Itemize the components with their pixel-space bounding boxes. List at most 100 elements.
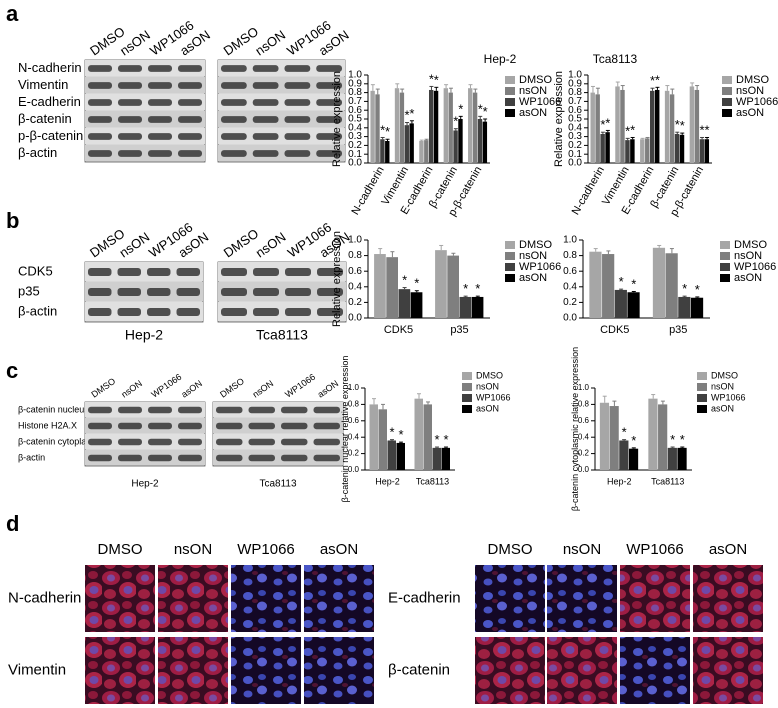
bar xyxy=(620,89,625,163)
band xyxy=(216,406,243,414)
y-tick-label: 1.0 xyxy=(348,70,362,81)
legend-label: nsON xyxy=(736,85,764,97)
y-axis-label: Relative expression xyxy=(553,71,565,167)
band xyxy=(178,65,202,72)
significance-mark: * xyxy=(434,432,439,447)
column-header: nsON xyxy=(563,541,601,558)
row-label: β-catenin xyxy=(18,111,72,126)
y-axis-label: β-catenin cytoplasmic relative expressio… xyxy=(570,347,580,511)
bar xyxy=(432,447,441,470)
legend-label: nsON xyxy=(711,381,734,391)
column-header: WP1066 xyxy=(237,541,295,558)
blot-strip xyxy=(218,128,345,144)
panel-label: b xyxy=(6,208,19,233)
bar xyxy=(378,409,387,470)
bar xyxy=(385,141,390,163)
band xyxy=(284,133,311,140)
bar xyxy=(674,133,680,163)
y-tick-label: 0.7 xyxy=(568,96,582,107)
legend-label: DMSO xyxy=(476,370,503,380)
y-tick-label: 0.0 xyxy=(348,465,360,474)
y-tick-label: 0.5 xyxy=(348,114,362,125)
bar xyxy=(398,289,411,318)
panel-label: d xyxy=(6,511,19,536)
band xyxy=(253,308,279,316)
band xyxy=(88,65,112,72)
band xyxy=(117,268,141,276)
blot-strip xyxy=(218,60,345,76)
blot-strip xyxy=(85,262,203,281)
lane-label: asON xyxy=(316,378,341,399)
bar xyxy=(599,402,610,470)
bar xyxy=(648,398,658,470)
y-tick-label: 0.4 xyxy=(563,281,577,292)
band xyxy=(117,288,141,296)
significance-mark: * xyxy=(409,106,414,121)
legend-swatch xyxy=(505,98,515,106)
band xyxy=(284,116,311,123)
bar xyxy=(645,138,650,163)
blot-strip xyxy=(218,111,345,127)
blot-strip xyxy=(218,145,345,161)
x-tick-label: Tca8113 xyxy=(416,476,449,486)
micrograph xyxy=(85,565,155,632)
band xyxy=(284,65,311,72)
bar xyxy=(386,257,398,318)
bar xyxy=(387,440,396,470)
row-label: p35 xyxy=(18,283,40,298)
significance-mark: * xyxy=(670,432,675,447)
band xyxy=(178,406,202,414)
lane-label: DMSO xyxy=(89,376,117,400)
row-label: β-catenin cytoplasm xyxy=(18,436,98,446)
y-tick-label: 0.6 xyxy=(348,105,362,116)
legend-swatch xyxy=(697,372,707,380)
band xyxy=(147,268,171,276)
band xyxy=(221,308,247,316)
y-tick-label: 0.2 xyxy=(563,297,577,308)
band xyxy=(252,116,279,123)
y-tick-label: 0.2 xyxy=(348,449,360,458)
legend-label: WP1066 xyxy=(734,261,776,273)
blot-strip xyxy=(85,434,205,449)
micrograph xyxy=(158,565,228,632)
legend-label: nsON xyxy=(519,85,547,97)
legend-label: WP1066 xyxy=(519,96,561,108)
y-tick-label: 0.7 xyxy=(348,96,362,107)
legend-swatch xyxy=(462,383,472,391)
significance-mark: * xyxy=(380,122,385,137)
legend-label: DMSO xyxy=(711,370,738,380)
x-tick-label: Hep-2 xyxy=(375,476,400,486)
legend-label: asON xyxy=(476,403,499,413)
bar xyxy=(471,296,484,318)
band xyxy=(88,422,112,430)
band xyxy=(252,150,279,157)
micrograph xyxy=(85,637,155,704)
lane-label: DMSO xyxy=(218,376,246,400)
band xyxy=(221,268,247,276)
micrograph xyxy=(620,637,690,704)
band xyxy=(221,288,247,296)
bar xyxy=(605,132,610,163)
y-tick-label: 0.9 xyxy=(348,78,362,89)
significance-mark: * xyxy=(405,108,410,123)
bar xyxy=(409,123,414,163)
significance-mark: * xyxy=(463,281,468,296)
band xyxy=(221,65,247,72)
row-label: N-cadherin xyxy=(8,589,81,606)
bar xyxy=(694,89,700,163)
bar xyxy=(447,255,459,318)
band xyxy=(147,288,171,296)
band xyxy=(284,150,311,157)
row-label: β-catenin xyxy=(388,661,450,678)
y-tick-label: 0.0 xyxy=(348,158,362,169)
band xyxy=(88,133,112,140)
y-tick-label: 0.6 xyxy=(568,105,582,116)
band xyxy=(252,133,279,140)
bar xyxy=(625,140,630,163)
row-label: Histone H2A.X xyxy=(18,420,77,430)
bar xyxy=(595,94,600,163)
significance-mark: * xyxy=(619,274,624,289)
blot-strip xyxy=(218,282,346,301)
significance-mark: * xyxy=(605,115,610,130)
